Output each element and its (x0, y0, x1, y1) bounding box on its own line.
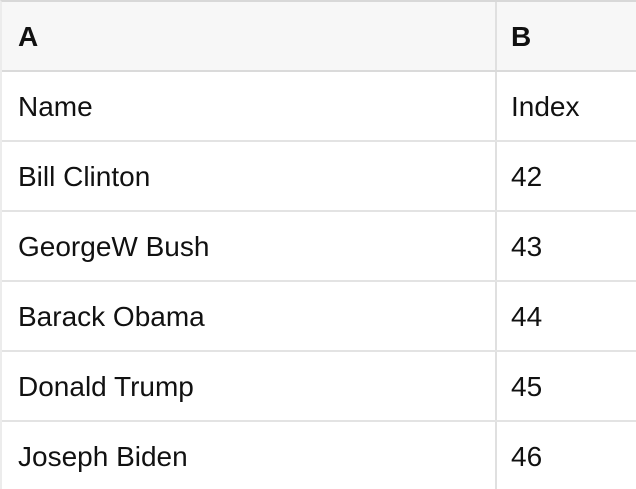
cell-name[interactable]: Bill Clinton (2, 142, 497, 210)
cell-index[interactable]: 44 (511, 301, 543, 332)
cell-name[interactable]: Donald Trump (2, 352, 497, 420)
column-header-a[interactable]: A (2, 2, 497, 70)
table-row: Barack Obama 44 (2, 282, 636, 352)
table-row: Joseph Biden 46 (2, 422, 636, 489)
table-row: Donald Trump 45 (2, 352, 636, 422)
cell-name[interactable]: Barack Obama (2, 282, 497, 350)
table-row: GeorgeW Bush 43 (2, 212, 636, 282)
cell-index[interactable]: 46 (511, 441, 543, 472)
cell-name[interactable]: Joseph Biden (2, 422, 497, 489)
cell-index[interactable]: 43 (511, 231, 543, 262)
column-header-b[interactable]: B (511, 21, 532, 52)
cell-index[interactable]: 42 (511, 161, 543, 192)
table-row: Name Index (2, 72, 636, 142)
cell-index[interactable]: Index (511, 91, 580, 122)
table-row: Bill Clinton 42 (2, 142, 636, 212)
cell-name[interactable]: GeorgeW Bush (2, 212, 497, 280)
cell-name[interactable]: Name (2, 72, 497, 140)
column-header-row: A B (2, 2, 636, 72)
cell-index[interactable]: 45 (511, 371, 543, 402)
